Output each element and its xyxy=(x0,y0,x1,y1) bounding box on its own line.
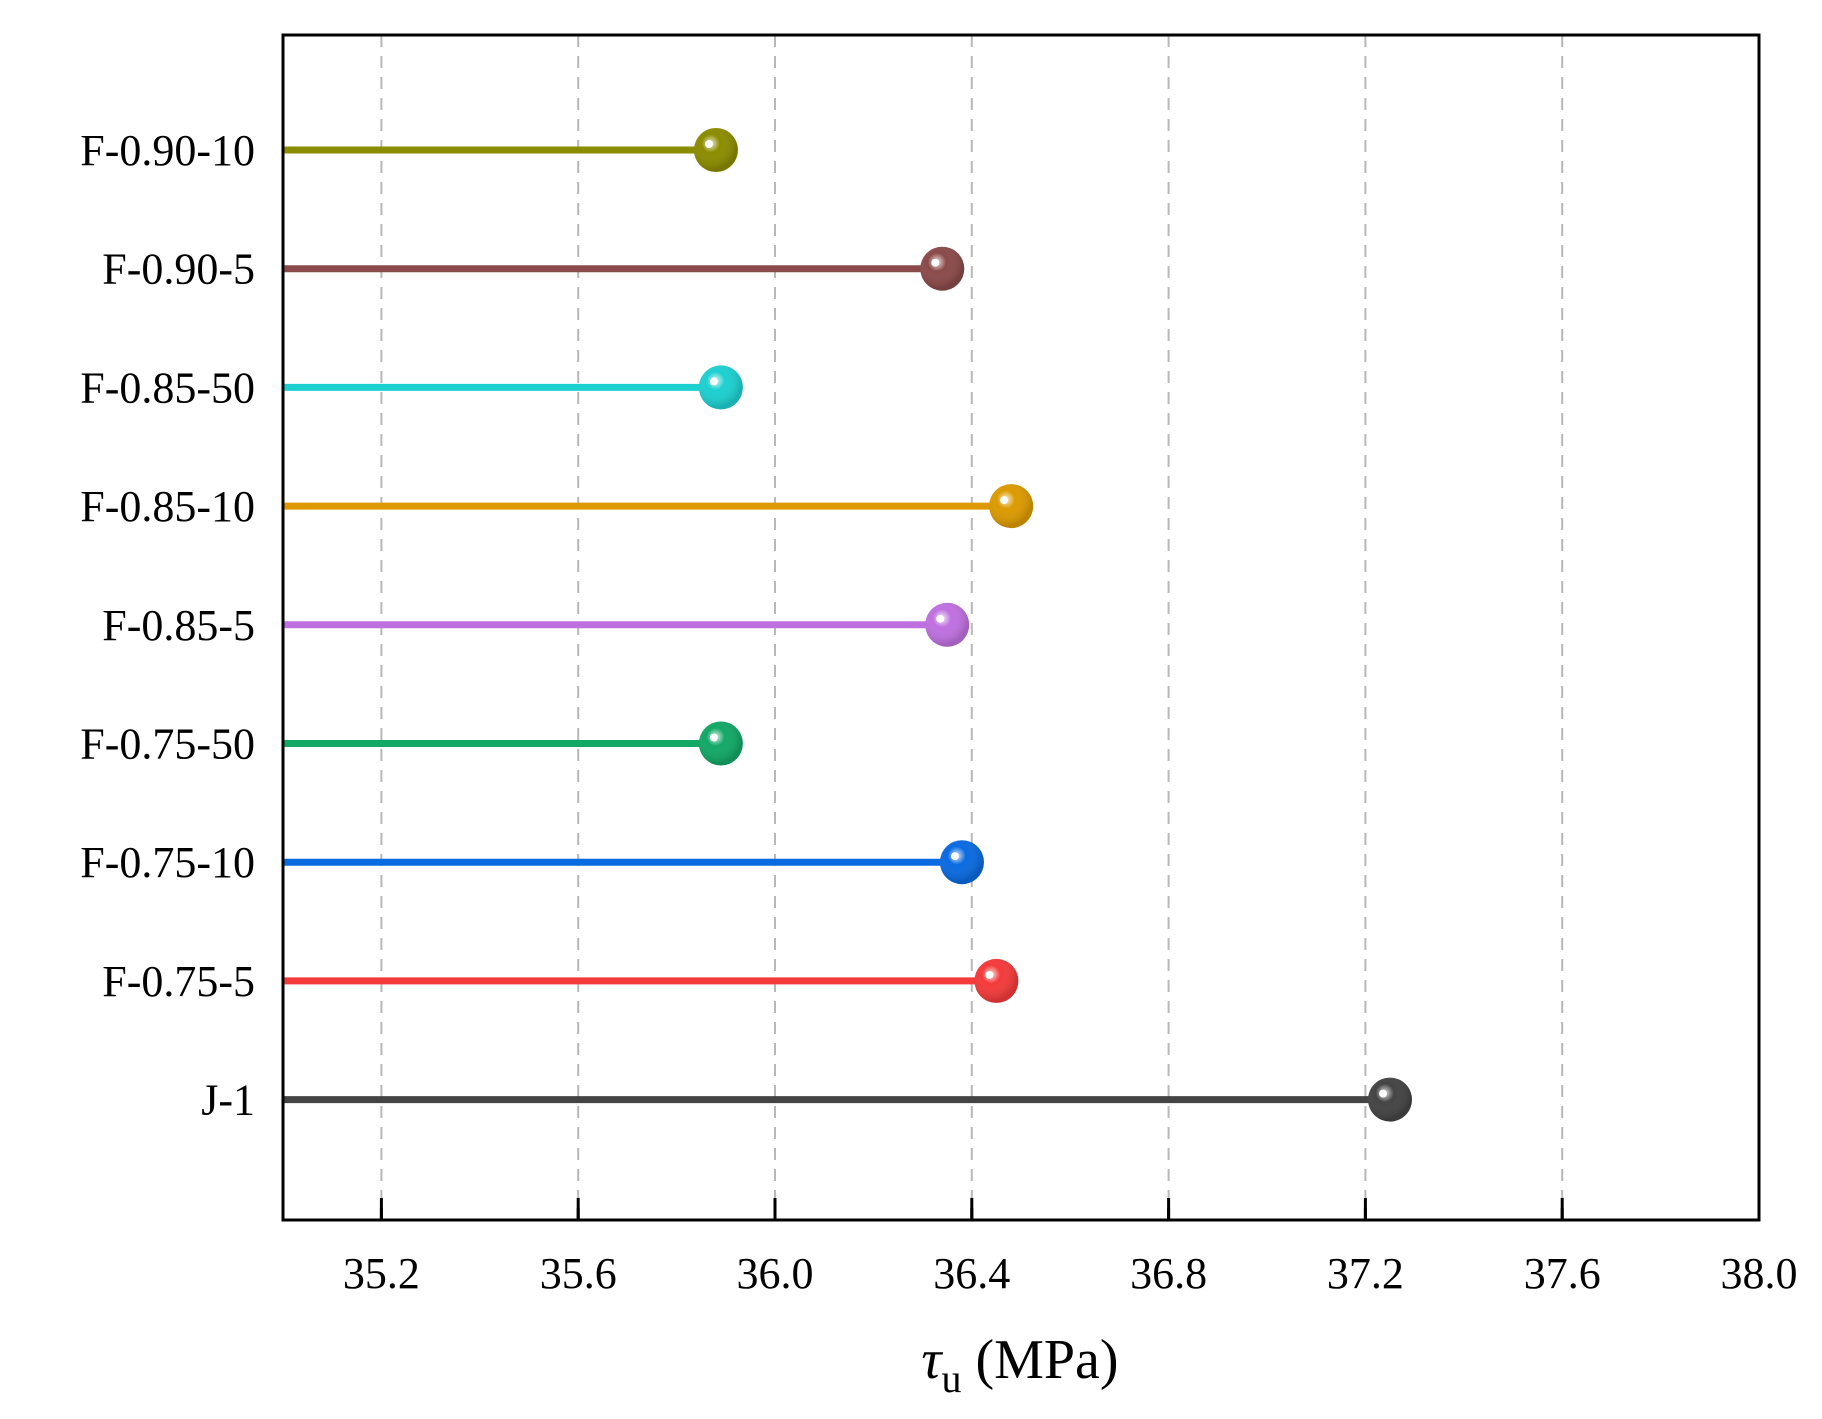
dot-highlight xyxy=(698,721,743,766)
dot-glint xyxy=(1000,496,1009,505)
dot-glint xyxy=(709,733,718,742)
category-label: F-0.85-5 xyxy=(102,601,255,650)
x-tick-label: 35.2 xyxy=(343,1249,420,1298)
plot-frame xyxy=(281,33,1761,1222)
dot-highlight xyxy=(920,246,965,291)
dot-glint xyxy=(936,614,945,623)
category-label: F-0.75-50 xyxy=(80,720,255,769)
dot-highlight xyxy=(698,365,743,410)
category-label: F-0.75-10 xyxy=(80,838,255,887)
dot-glint xyxy=(985,970,994,979)
x-tick-label: 38.0 xyxy=(1721,1249,1798,1298)
category-label: F-0.75-5 xyxy=(102,957,255,1006)
x-tick-label: 36.8 xyxy=(1130,1249,1207,1298)
dot-glint xyxy=(931,258,940,267)
dot-highlight xyxy=(989,484,1034,529)
category-label: F-0.85-50 xyxy=(80,363,255,412)
dot-glint xyxy=(709,377,718,386)
dot-highlight xyxy=(974,958,1019,1003)
x-tick-label: 36.4 xyxy=(933,1249,1010,1298)
x-tick-label: 37.2 xyxy=(1327,1249,1404,1298)
x-tick-label: 36.0 xyxy=(737,1249,814,1298)
dot-glint xyxy=(1379,1089,1387,1098)
category-label: F-0.90-5 xyxy=(102,245,255,294)
dot-highlight xyxy=(693,128,738,172)
dot-glint xyxy=(704,140,713,148)
category-label: F-0.85-10 xyxy=(80,482,255,531)
dot-glint xyxy=(950,852,959,861)
category-label: J-1 xyxy=(201,1076,255,1125)
x-tick-label: 35.6 xyxy=(540,1249,617,1298)
dot-highlight xyxy=(925,602,970,647)
category-labels: F-0.90-10 F-0.90-5 F-0.85-50 F-0.85-10 F-0.8… xyxy=(80,126,255,1125)
dot-highlight xyxy=(939,840,984,885)
dot-highlight xyxy=(1368,1077,1412,1122)
lollipop-stems xyxy=(283,146,1390,1104)
category-label: F-0.90-10 xyxy=(80,126,255,175)
x-axis-title: τu (MPa) xyxy=(921,1329,1118,1401)
x-tick-label: 37.6 xyxy=(1524,1249,1601,1298)
x-axis-ticks: 35.2 35.6 36.0 36.4 36.8 37.2 37.6 38.0 xyxy=(343,1198,1798,1298)
lollipop-dots xyxy=(693,128,1412,1122)
